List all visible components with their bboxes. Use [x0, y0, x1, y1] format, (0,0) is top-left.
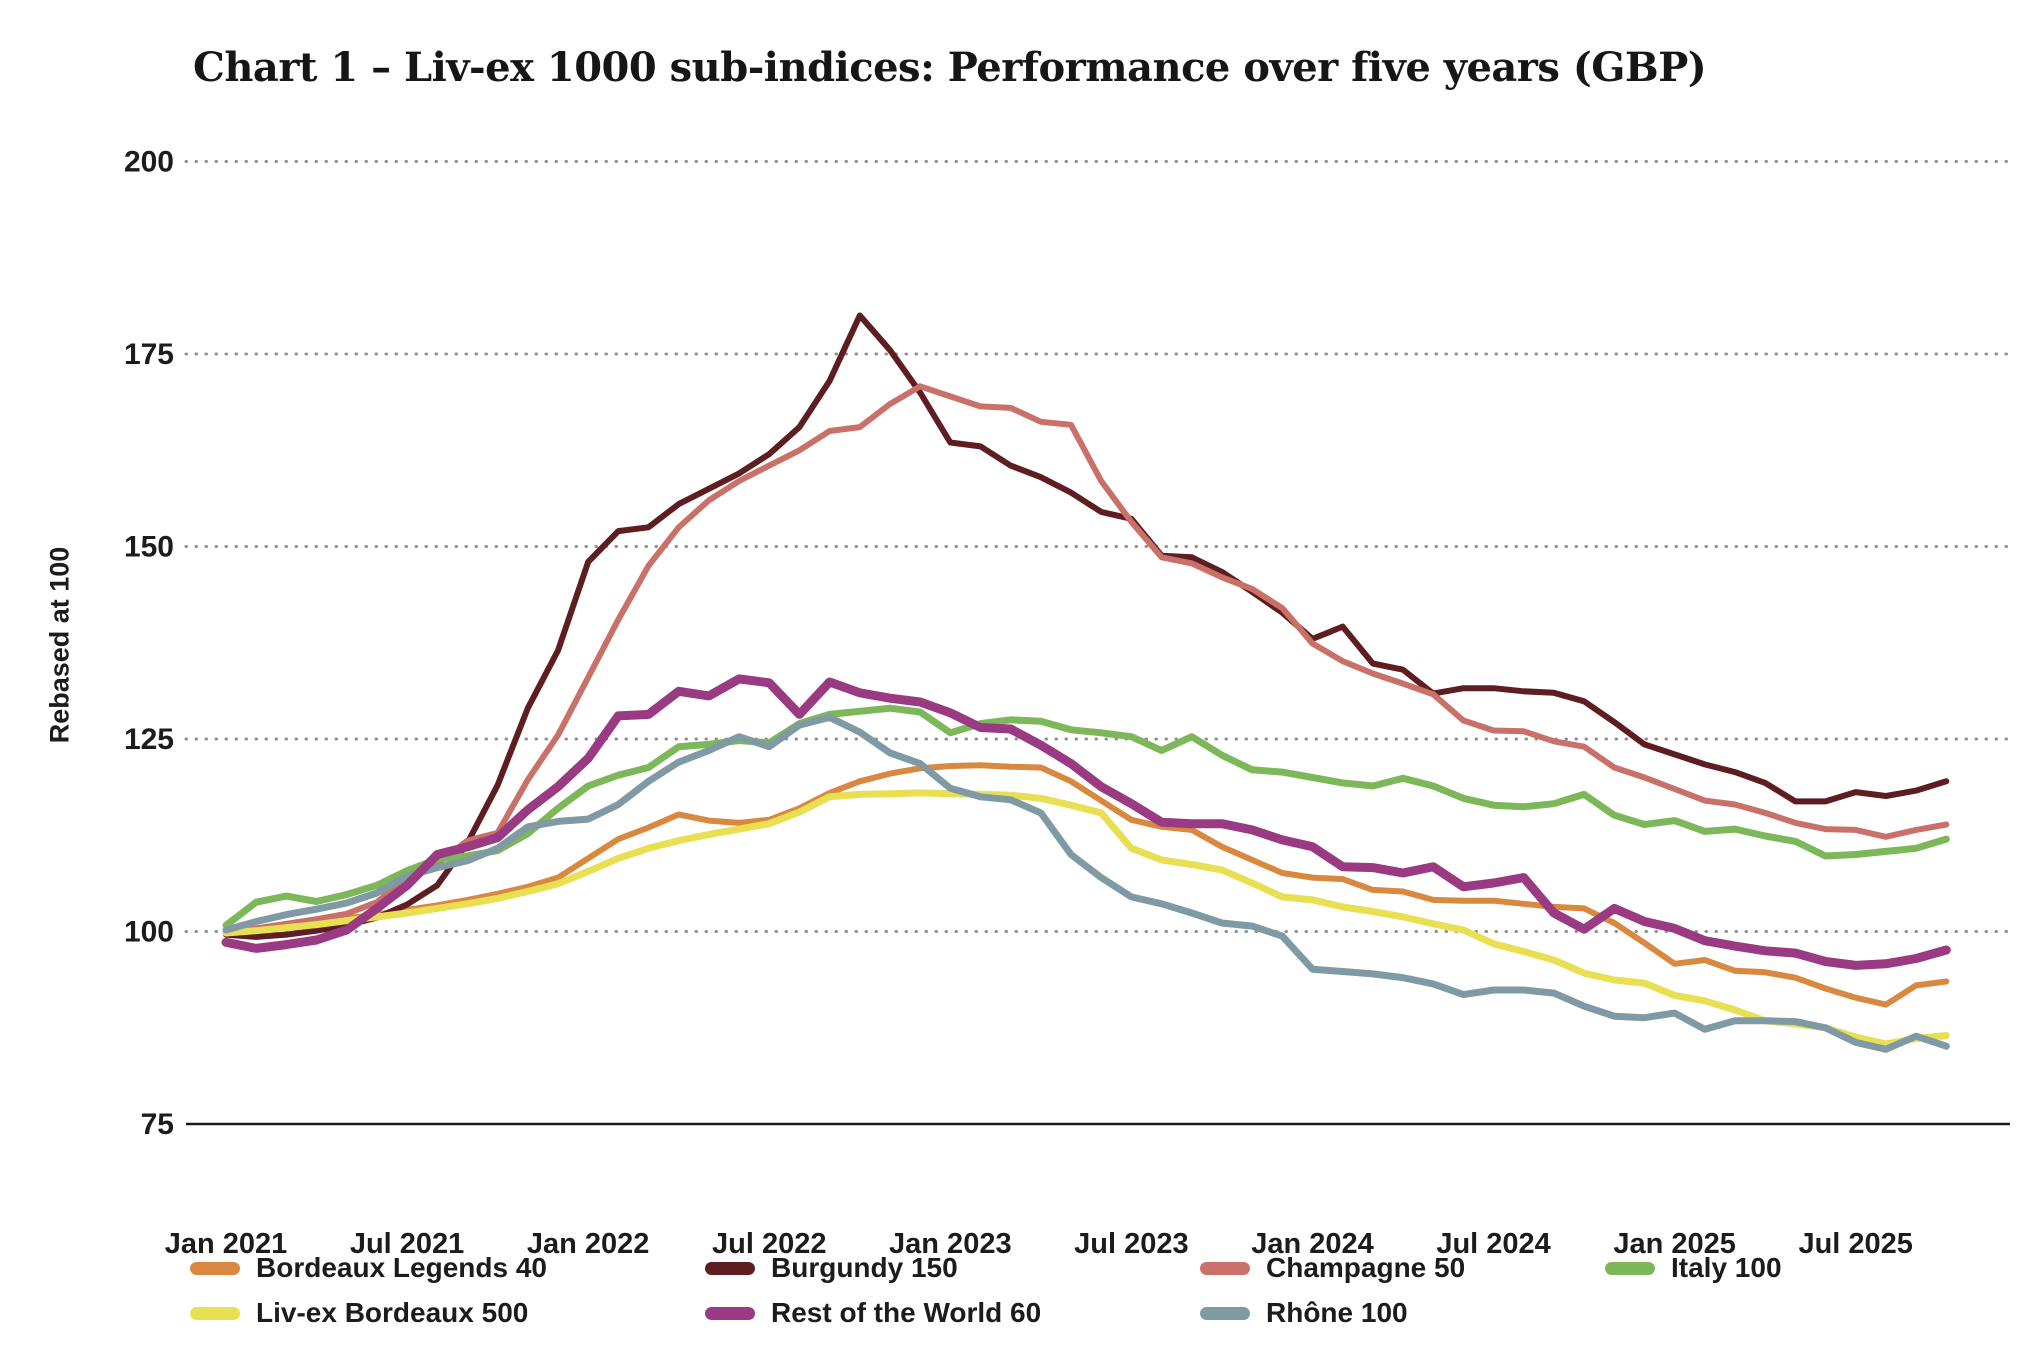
x-tick-label-jan-2023: Jan 2023 — [889, 1228, 1012, 1260]
x-tick-label-jan-2024: Jan 2024 — [1251, 1228, 1374, 1260]
y-tick-label-200: 200 — [124, 146, 174, 179]
x-tick-label-jul-2023: Jul 2023 — [1074, 1228, 1188, 1260]
y-tick-label-100: 100 — [124, 916, 174, 949]
series-line-liv-ex-bordeaux-500 — [222, 789, 1950, 1048]
series-line-rest-of-the-world-60 — [221, 674, 1951, 970]
x-tick-label-jul-2025: Jul 2025 — [1798, 1228, 1912, 1260]
series-line-rhône-100 — [222, 713, 1950, 1053]
y-tick-label-175: 175 — [124, 338, 174, 371]
chart-title: Chart 1 – Liv-ex 1000 sub-indices: Perfo… — [193, 44, 1707, 91]
x-tick-label-jul-2021: Jul 2021 — [350, 1228, 464, 1260]
series-line-burgundy-150 — [223, 312, 1950, 940]
series-line-italy-100 — [222, 704, 1950, 929]
y-tick-label-150: 150 — [124, 531, 174, 564]
x-tick-label-jul-2024: Jul 2024 — [1436, 1228, 1550, 1260]
series-line-bordeaux-legends-40 — [223, 762, 1950, 1008]
x-tick-label-jan-2021: Jan 2021 — [165, 1228, 288, 1260]
x-tick-label-jan-2022: Jan 2022 — [527, 1228, 650, 1260]
y-tick-label-75: 75 — [141, 1108, 174, 1141]
x-tick-label-jan-2025: Jan 2025 — [1613, 1228, 1736, 1260]
series-line-champagne-50 — [223, 383, 1950, 935]
y-tick-label-125: 125 — [124, 723, 174, 756]
x-tick-label-jul-2022: Jul 2022 — [712, 1228, 826, 1260]
